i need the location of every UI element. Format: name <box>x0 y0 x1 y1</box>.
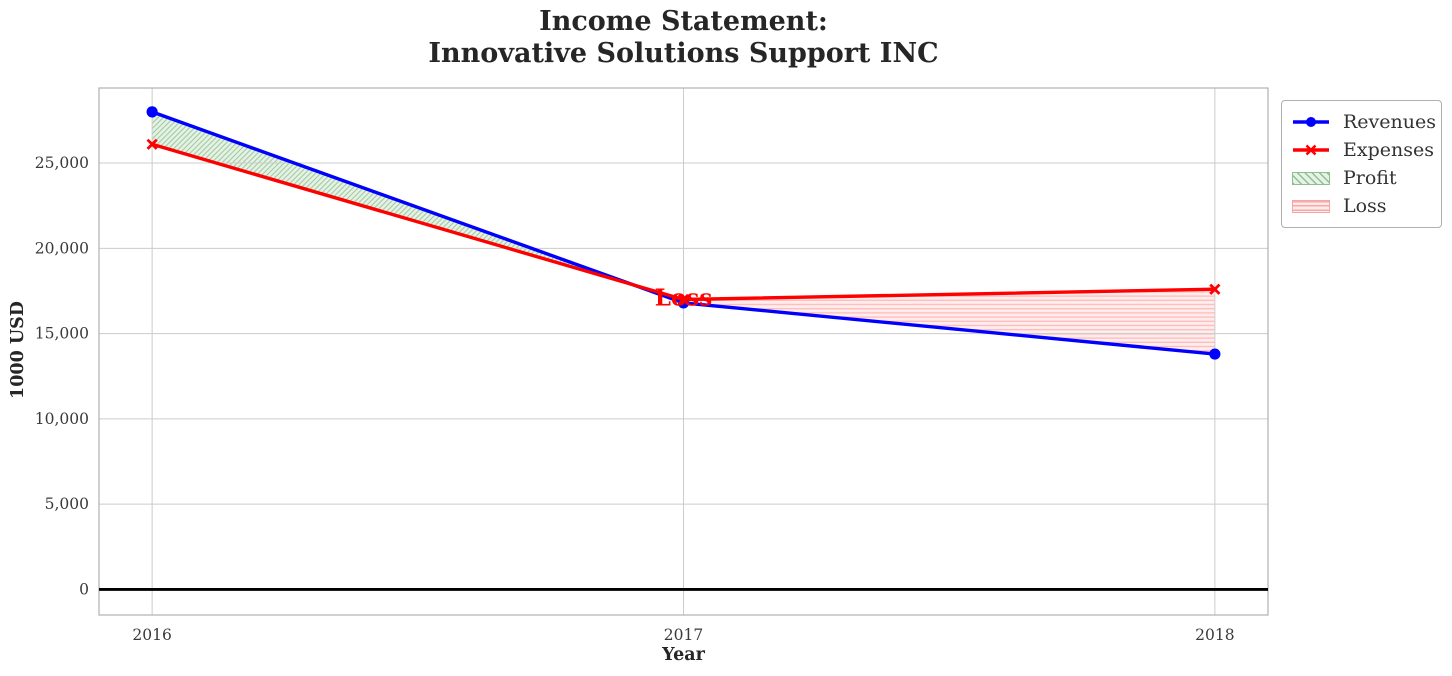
legend-row-profit: Profit <box>1291 164 1431 192</box>
expenses-line-icon <box>1291 142 1331 158</box>
loss-fill <box>632 284 1215 355</box>
x-axis-label: Year <box>662 645 705 665</box>
svg-text:2017: 2017 <box>664 626 703 644</box>
data-series <box>146 106 1221 360</box>
legend-row-revenues: Revenues <box>1291 108 1436 136</box>
loss-annotation: Loss <box>654 284 713 312</box>
svg-text:2018: 2018 <box>1195 626 1234 644</box>
svg-text:0: 0 <box>79 580 89 598</box>
expenses-marker <box>146 138 158 150</box>
legend-label: Revenues <box>1343 111 1436 133</box>
revenues-line-icon <box>1291 114 1331 130</box>
legend: Revenues Expenses Profit Loss <box>1281 100 1442 228</box>
loss-patch-icon <box>1291 199 1331 213</box>
profit-patch-icon <box>1291 171 1331 185</box>
svg-text:2016: 2016 <box>132 626 171 644</box>
y-axis-label: 1000 USD <box>8 301 28 399</box>
legend-label: Expenses <box>1343 139 1434 161</box>
legend-label: Profit <box>1343 167 1397 189</box>
chart-title: Income Statement: Innovative Solutions S… <box>428 6 939 69</box>
svg-text:20,000: 20,000 <box>35 239 89 257</box>
expenses-marker <box>1209 283 1221 295</box>
legend-row-loss: Loss <box>1291 192 1431 220</box>
svg-text:5,000: 5,000 <box>45 495 89 513</box>
expenses-marker <box>677 293 690 306</box>
legend-label: Loss <box>1343 195 1387 217</box>
revenues-marker <box>1209 348 1221 360</box>
svg-text:10,000: 10,000 <box>35 410 89 428</box>
legend-row-expenses: Expenses <box>1291 136 1434 164</box>
axis-tick-labels: 0 5,000 10,000 15,000 20,000 25,000 2016 2017 20… <box>35 154 1235 644</box>
svg-text:15,000: 15,000 <box>35 325 89 343</box>
plot-border <box>98 87 1269 616</box>
revenues-marker <box>146 106 158 118</box>
svg-text:25,000: 25,000 <box>35 154 89 172</box>
